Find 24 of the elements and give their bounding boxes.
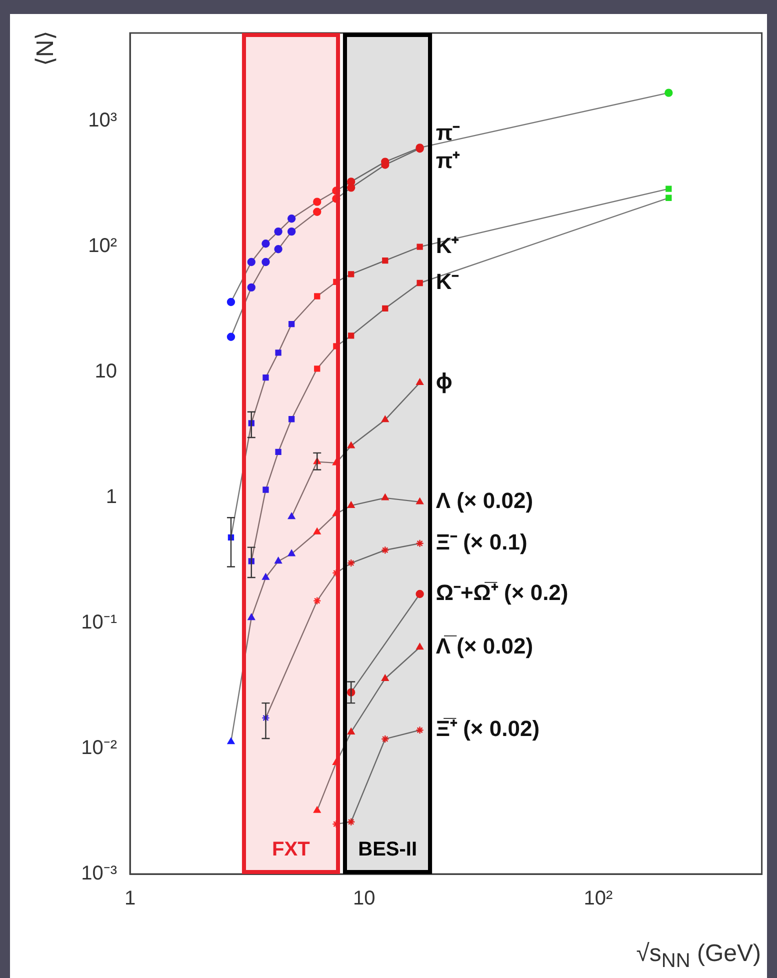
y-tick-label: 10 — [94, 360, 117, 382]
series-label: K⁻ — [436, 269, 460, 294]
series-label: Ω⁻+Ω̅⁺ (× 0.2) — [436, 580, 568, 606]
x-tick-label: 1 — [124, 888, 136, 910]
series-label: Ξ̅⁺ (× 0.02) — [436, 716, 540, 742]
y-axis-title: ⟨N⟩ — [31, 30, 60, 66]
series-label: π⁻ — [436, 120, 461, 146]
y-tick-label: 10⁻¹ — [81, 611, 118, 634]
y-tick-label: 10⁻³ — [81, 862, 118, 885]
band-label: BES-II — [358, 838, 418, 861]
series-label: Λ̅ (× 0.02) — [436, 633, 534, 658]
x-tick-label: 10² — [584, 888, 613, 910]
series-label: K⁺ — [436, 232, 460, 258]
y-tick-label: 10⁻² — [81, 736, 118, 759]
series-label: π⁺ — [436, 148, 461, 174]
series-label: Ξ⁻ (× 0.1) — [436, 529, 528, 554]
y-tick-label: 1 — [106, 486, 117, 508]
series-label: ϕ — [436, 368, 452, 394]
y-tick-label: 10² — [88, 234, 118, 257]
y-tick-label: 10³ — [88, 109, 118, 132]
series-label: Λ (× 0.02) — [436, 488, 534, 513]
x-tick-label: 10 — [352, 888, 376, 910]
x-axis-title: √s$_{NN}$ (GeV) — [636, 940, 761, 973]
band-label: FXT — [272, 838, 310, 861]
